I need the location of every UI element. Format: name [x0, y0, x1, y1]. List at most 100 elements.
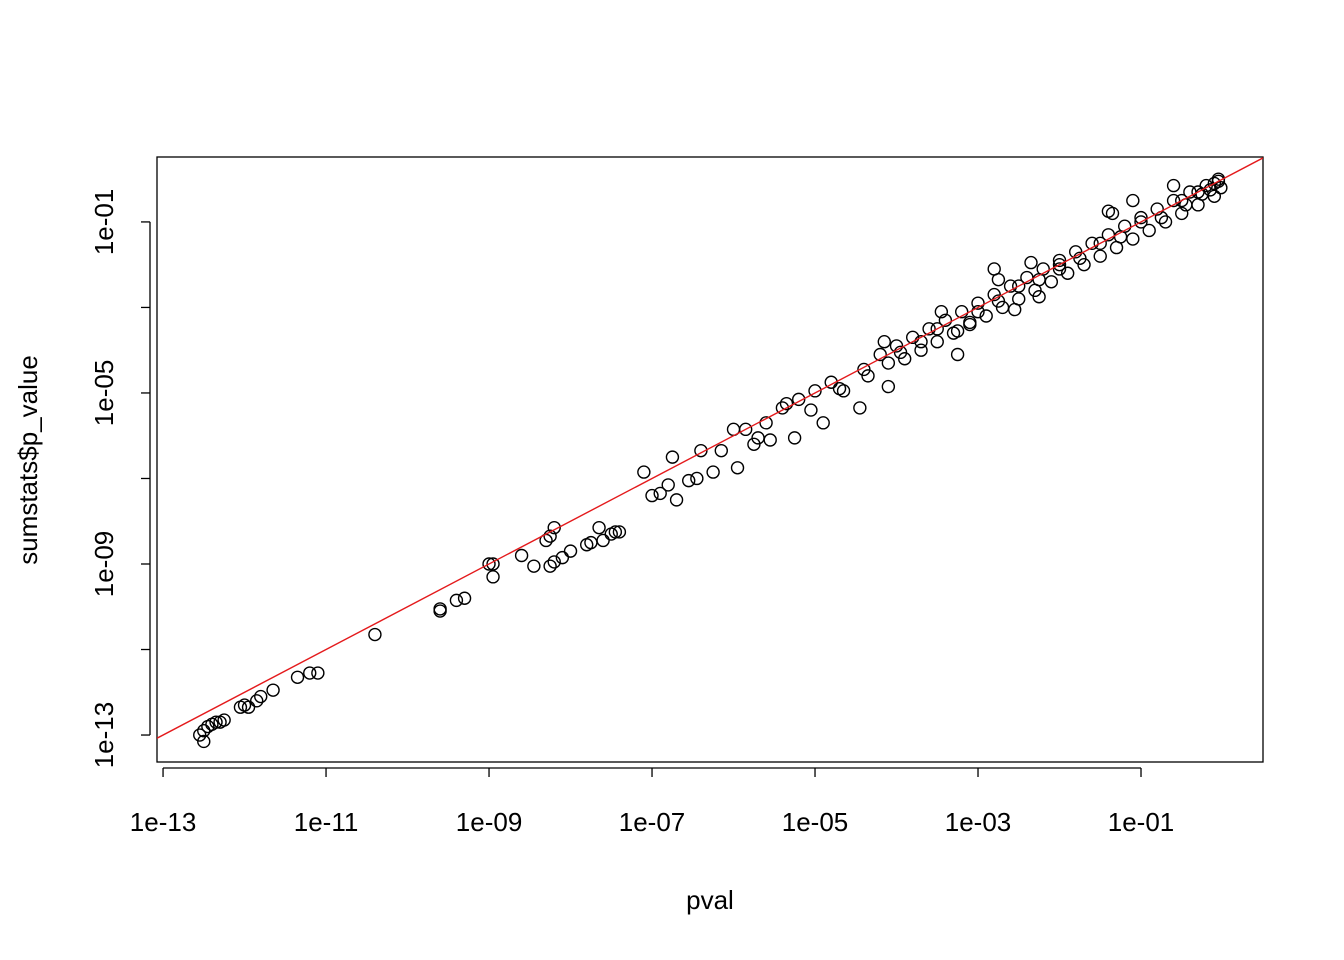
y-axis-label: sumstats$p_value: [13, 355, 43, 565]
point: [368, 627, 382, 642]
point: [881, 379, 896, 394]
point: [1012, 279, 1026, 293]
point: [775, 401, 790, 415]
point: [1207, 176, 1222, 191]
point: [1203, 183, 1217, 197]
point: [217, 713, 231, 727]
point: [1158, 215, 1173, 229]
point: [897, 352, 912, 366]
point: [250, 694, 264, 708]
points-layer: [157, 157, 1263, 749]
point: [311, 666, 325, 680]
point: [1003, 279, 1018, 293]
point: [197, 734, 211, 749]
point: [1044, 275, 1059, 289]
point: [486, 570, 500, 584]
point: [889, 339, 904, 353]
point: [1199, 178, 1213, 193]
plot-box: [156, 156, 1264, 763]
point: [714, 443, 728, 458]
point: [665, 450, 680, 464]
reference-line: [157, 157, 1263, 739]
point: [1175, 193, 1189, 208]
x-axis-label: pval: [686, 885, 734, 915]
point: [979, 309, 993, 323]
point: [857, 362, 871, 377]
point: [1134, 210, 1148, 225]
point: [433, 604, 447, 618]
point: [266, 683, 280, 697]
point: [763, 433, 777, 447]
point: [971, 305, 985, 319]
point: [991, 272, 1006, 287]
x-tick-label: 1e-07: [619, 807, 686, 837]
point: [482, 557, 496, 571]
point: [1175, 206, 1189, 221]
point: [197, 724, 211, 738]
point: [738, 422, 753, 437]
point: [645, 488, 659, 503]
point: [950, 347, 965, 362]
point: [449, 593, 464, 608]
point: [254, 689, 268, 704]
point: [1126, 232, 1140, 246]
x-tick-label: 1e-09: [456, 807, 523, 837]
point: [694, 443, 708, 458]
y-tick-label: 1e-13: [89, 702, 119, 769]
point: [543, 559, 557, 573]
point: [1166, 193, 1181, 208]
point: [1126, 193, 1140, 208]
point: [808, 384, 822, 398]
point: [930, 322, 944, 336]
point: [1093, 249, 1107, 263]
point: [1060, 266, 1075, 280]
point: [637, 465, 651, 479]
x-tick-label: 1e-01: [1108, 807, 1175, 837]
point: [690, 471, 704, 486]
point: [730, 461, 745, 475]
point: [946, 326, 961, 340]
point: [792, 392, 806, 407]
point: [584, 535, 598, 550]
point: [547, 520, 561, 535]
point: [514, 548, 529, 563]
y-tick-label: 1e-09: [89, 531, 119, 598]
point: [592, 520, 606, 535]
point: [1052, 262, 1067, 276]
point: [547, 555, 561, 569]
point: [971, 296, 985, 310]
point: [914, 335, 928, 349]
point: [877, 335, 891, 349]
x-tick-label: 1e-13: [130, 807, 197, 837]
point: [987, 287, 1001, 302]
point: [914, 343, 928, 357]
point: [608, 525, 623, 539]
point: [991, 294, 1006, 308]
point: [486, 557, 500, 571]
point: [1073, 251, 1087, 266]
point: [861, 369, 875, 383]
point: [653, 486, 667, 501]
point: [779, 396, 794, 411]
point: [682, 473, 696, 488]
point: [1024, 255, 1038, 270]
point: [906, 330, 920, 345]
point: [612, 525, 627, 539]
point: [881, 356, 896, 370]
point: [804, 403, 818, 417]
point: [1032, 272, 1046, 287]
point: [193, 728, 207, 742]
point: [209, 715, 223, 729]
point: [661, 478, 675, 492]
point: [1195, 187, 1209, 201]
point: [563, 544, 578, 558]
point: [1166, 178, 1181, 193]
point: [816, 416, 830, 430]
point: [1150, 202, 1164, 216]
point: [669, 493, 684, 507]
point: [922, 322, 936, 336]
x-tick-label: 1e-03: [945, 807, 1012, 837]
point: [759, 416, 773, 430]
